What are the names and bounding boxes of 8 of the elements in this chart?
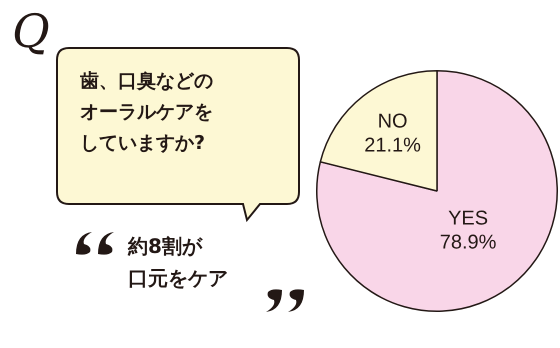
slice-label: NO [378, 110, 408, 133]
data-label: 78.9% [440, 231, 497, 254]
text: Q [12, 4, 50, 58]
text: 約8割が [128, 233, 202, 260]
data-label: 21.1% [364, 134, 422, 157]
slice-label: YES [448, 207, 488, 230]
text: 歯、口臭などのオーラルケアをしていますか? [80, 69, 214, 156]
text: 口元をケア [128, 265, 228, 292]
